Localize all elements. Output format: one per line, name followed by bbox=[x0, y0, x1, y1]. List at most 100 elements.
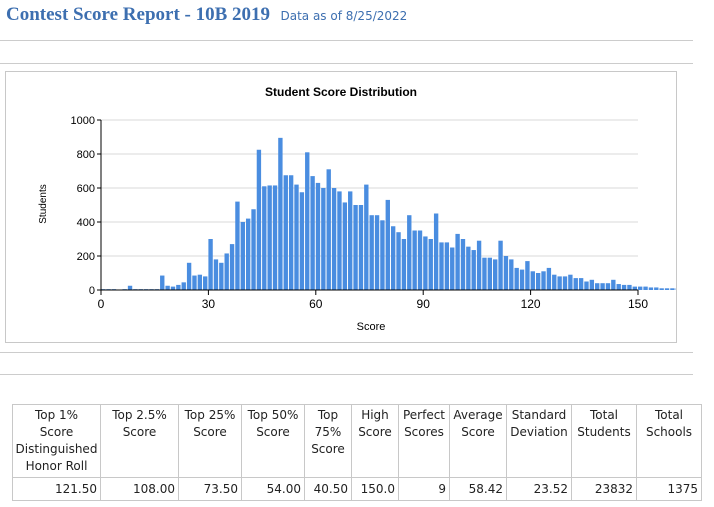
histogram-bar bbox=[450, 247, 455, 290]
y-tick-label: 0 bbox=[89, 285, 95, 297]
histogram-bar bbox=[331, 188, 337, 290]
table-cell: 9 bbox=[398, 477, 450, 501]
histogram-bar bbox=[648, 287, 654, 290]
x-tick-label: 0 bbox=[98, 297, 105, 311]
column-header-text: Top 2.5% bbox=[112, 408, 167, 422]
histogram-bar bbox=[299, 192, 305, 290]
histogram-bar bbox=[664, 288, 670, 290]
histogram-bar bbox=[208, 239, 213, 290]
column-header-text: Top 1% bbox=[34, 408, 79, 422]
histogram-bar bbox=[514, 267, 519, 290]
histogram-bar bbox=[401, 239, 407, 290]
histogram-bar bbox=[358, 205, 364, 290]
column-header-text: Deviation bbox=[510, 425, 568, 439]
histogram-bar bbox=[627, 284, 632, 290]
histogram-bar bbox=[643, 286, 648, 290]
histogram-bar bbox=[374, 215, 380, 290]
chart-grid bbox=[101, 119, 638, 257]
histogram-bar bbox=[509, 259, 514, 290]
divider bbox=[0, 352, 693, 353]
column-header-text: Total bbox=[654, 408, 684, 422]
histogram-bar bbox=[294, 184, 299, 290]
histogram-bar bbox=[493, 259, 498, 290]
histogram-bar bbox=[503, 256, 509, 290]
column-header-text: Score bbox=[122, 425, 157, 439]
y-tick-label: 200 bbox=[77, 251, 95, 263]
histogram-bar bbox=[589, 279, 595, 290]
histogram-bar bbox=[342, 202, 348, 290]
y-axis-label: Students bbox=[38, 184, 49, 223]
chart-bars bbox=[101, 137, 676, 290]
histogram-bar bbox=[385, 199, 390, 290]
histogram-bar bbox=[224, 253, 229, 290]
histogram-bar bbox=[315, 182, 321, 290]
histogram-bar bbox=[659, 288, 664, 290]
column-header: Average Score bbox=[449, 404, 507, 478]
score-stats-table: Top 1% Score Distinguished Honor Roll Top 2.… bbox=[12, 404, 702, 501]
histogram-bar bbox=[530, 271, 535, 290]
histogram-bar bbox=[186, 262, 192, 290]
table-cell: 121.50 bbox=[12, 477, 101, 501]
histogram-bar bbox=[670, 288, 675, 290]
histogram-bar bbox=[535, 273, 541, 290]
table-cell: 108.00 bbox=[100, 477, 179, 501]
y-tick-label: 600 bbox=[77, 183, 95, 195]
histogram-bar bbox=[197, 274, 203, 290]
page-title: Contest Score Report - 10B 2019 bbox=[6, 4, 271, 25]
column-header-text: Perfect bbox=[402, 408, 446, 422]
histogram-bar bbox=[471, 250, 476, 290]
y-tick-label: 800 bbox=[77, 149, 95, 161]
histogram-bar bbox=[353, 205, 358, 290]
x-tick-label: 150 bbox=[628, 297, 648, 311]
histogram-bar bbox=[337, 191, 342, 290]
histogram-bar bbox=[288, 175, 294, 290]
histogram-bar bbox=[562, 276, 568, 290]
histogram-bar bbox=[321, 188, 326, 290]
table-row: 121.50 108.00 73.50 54.00 40.50 150.0 9 58.42 23… bbox=[12, 477, 702, 501]
histogram-bar bbox=[584, 281, 589, 290]
histogram-bar bbox=[417, 230, 423, 290]
column-header: Standard Deviation bbox=[506, 404, 572, 478]
histogram-bar bbox=[541, 271, 546, 290]
histogram-bar bbox=[433, 213, 439, 290]
score-distribution-chart: Student Score Distribution 0200400600800… bbox=[38, 85, 676, 333]
table-cell: 1375 bbox=[636, 477, 702, 501]
histogram-bar bbox=[364, 184, 369, 290]
divider bbox=[0, 374, 693, 375]
column-header: Perfect Scores bbox=[398, 404, 450, 478]
histogram-bar bbox=[573, 278, 578, 290]
column-header-text: Average bbox=[453, 408, 503, 422]
histogram-bar bbox=[369, 215, 374, 290]
table-cell: 150.0 bbox=[351, 477, 399, 501]
histogram-bar bbox=[305, 152, 310, 290]
histogram-bar bbox=[256, 149, 262, 290]
histogram-bar bbox=[412, 230, 417, 290]
column-header: Top 1% Score Distinguished Honor Roll bbox=[12, 404, 101, 478]
histogram-bar bbox=[423, 236, 428, 290]
histogram-bar bbox=[407, 215, 412, 290]
histogram-bar bbox=[380, 220, 385, 290]
chart-axes bbox=[97, 119, 639, 295]
table-cell: 23.52 bbox=[506, 477, 572, 501]
column-header-text: Score bbox=[461, 425, 495, 439]
histogram-bar bbox=[552, 274, 557, 290]
histogram-bar bbox=[165, 285, 170, 290]
column-header: Total Students bbox=[571, 404, 637, 478]
column-header-text: Score bbox=[193, 425, 227, 439]
histogram-bar bbox=[229, 244, 235, 290]
histogram-bar bbox=[611, 279, 616, 290]
column-header-text: Score bbox=[39, 425, 74, 439]
column-header-text: Students bbox=[577, 425, 631, 439]
histogram-bar bbox=[272, 185, 278, 290]
divider bbox=[0, 63, 693, 64]
x-tick-label: 120 bbox=[521, 297, 541, 311]
histogram-bar bbox=[310, 176, 315, 290]
data-date: Data as of 8/25/2022 bbox=[280, 9, 408, 23]
histogram-bar bbox=[213, 259, 219, 290]
histogram-bar bbox=[127, 285, 133, 290]
histogram-bar bbox=[326, 169, 331, 290]
histogram-bar bbox=[439, 242, 444, 290]
histogram-bar bbox=[621, 284, 627, 290]
histogram-bar bbox=[192, 275, 197, 290]
column-header-text: Score bbox=[358, 425, 392, 439]
